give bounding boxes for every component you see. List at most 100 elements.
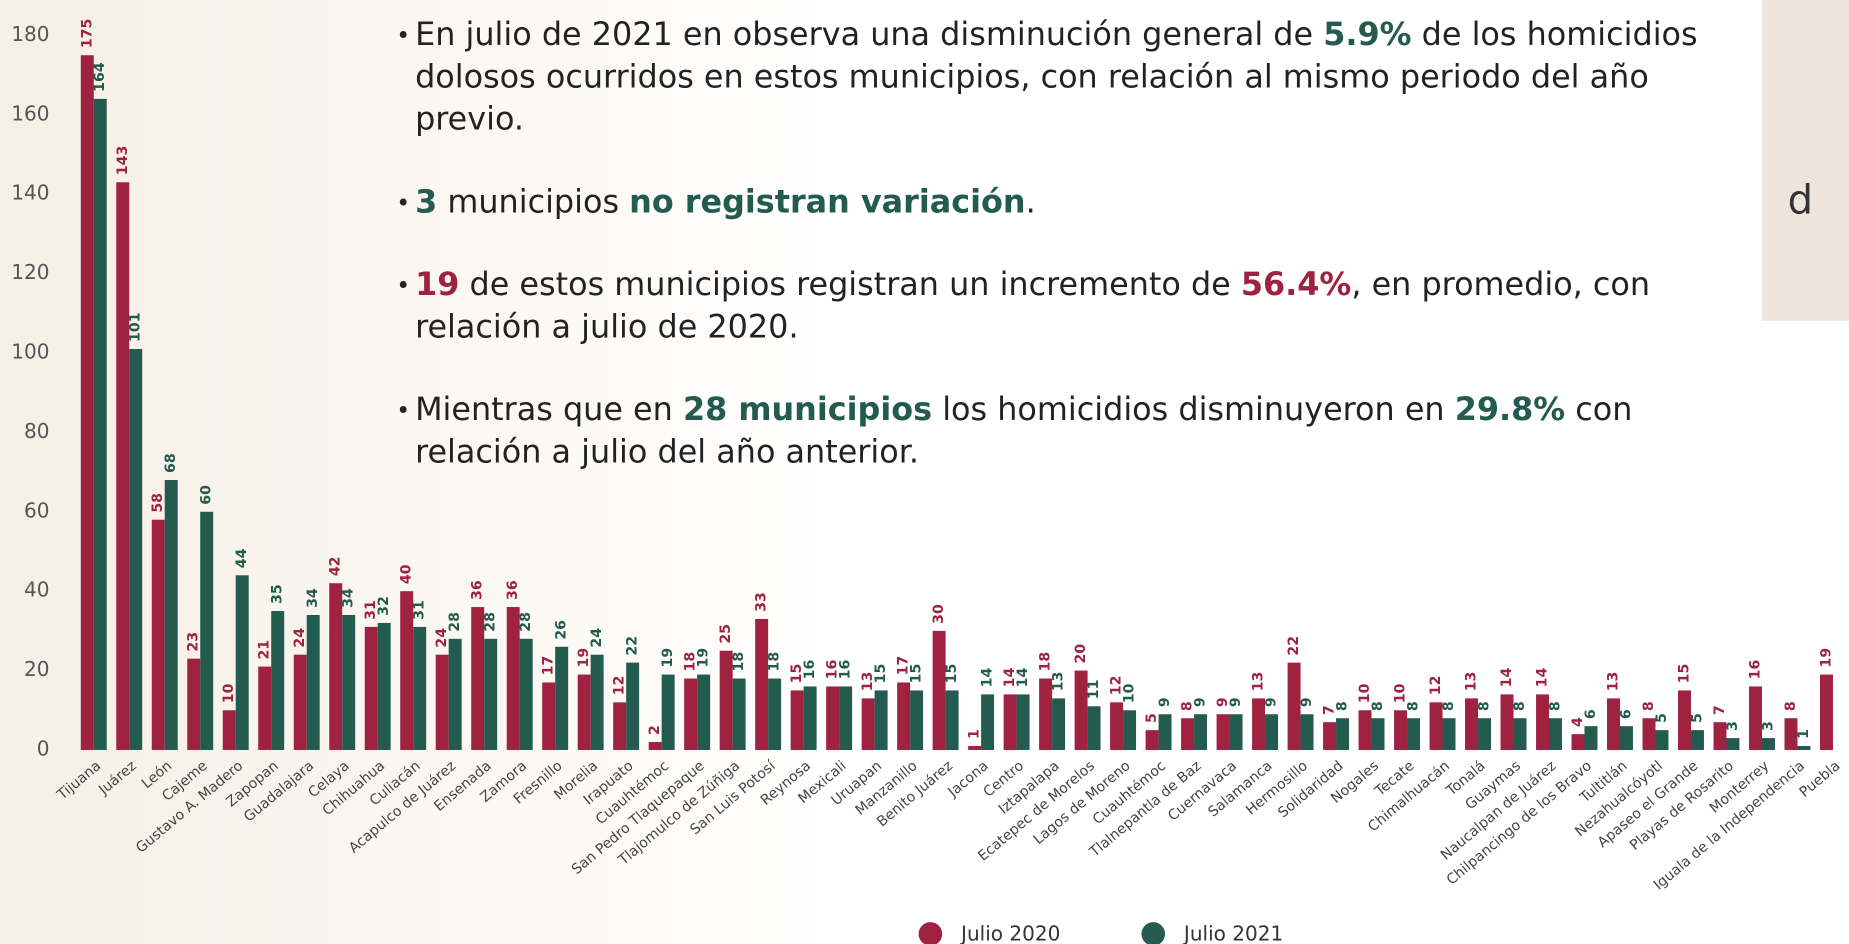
value-label: 5 (1144, 713, 1160, 723)
value-label: 9 (1193, 697, 1209, 707)
bar (897, 682, 910, 749)
value-label: 58 (150, 493, 166, 513)
bar (768, 679, 781, 750)
bar (1052, 698, 1065, 750)
bar (1336, 718, 1349, 750)
y-tick-label: 160 (11, 101, 49, 125)
legend-label: Julio 2020 (959, 922, 1060, 944)
value-label: 101 (128, 312, 144, 342)
bar (1820, 675, 1833, 750)
bar (1572, 734, 1585, 750)
bar (968, 746, 981, 750)
value-label: 34 (341, 588, 357, 608)
value-label: 10 (1357, 683, 1373, 703)
value-label: 8 (1441, 701, 1457, 711)
bar (1762, 738, 1775, 750)
legend-label: Julio 2021 (1182, 922, 1283, 944)
x-tick-label: Juárez (95, 758, 139, 799)
bar (791, 690, 804, 750)
chart: 020406080100120140160180Tijuana175164Juá… (0, 0, 1849, 944)
value-label: 2 (647, 725, 663, 735)
value-label: 10 (1393, 683, 1409, 703)
value-label: 28 (518, 612, 534, 632)
value-label: 13 (1464, 672, 1480, 692)
value-label: 9 (1228, 697, 1244, 707)
bar (165, 480, 178, 750)
bar (1017, 694, 1030, 750)
value-label: 24 (292, 628, 308, 648)
bar (578, 675, 591, 750)
bar (1607, 698, 1620, 750)
y-tick-label: 60 (24, 498, 50, 522)
value-label: 8 (1406, 701, 1422, 711)
bar (413, 627, 426, 750)
y-tick-label: 80 (24, 419, 50, 443)
bar (804, 686, 817, 750)
value-label: 26 (554, 620, 570, 640)
y-tick-label: 0 (37, 736, 50, 760)
value-label: 34 (305, 588, 321, 608)
bar (1797, 746, 1810, 750)
bar (1123, 710, 1136, 750)
y-tick-label: 140 (11, 181, 49, 205)
bar (1359, 710, 1372, 750)
bar (258, 667, 271, 750)
bar (484, 639, 497, 750)
value-label: 1 (1796, 729, 1812, 739)
bar (436, 655, 449, 750)
bar (933, 631, 946, 750)
value-label: 23 (186, 632, 202, 652)
bar (449, 639, 462, 750)
value-label: 14 (1499, 667, 1515, 687)
bar (116, 182, 129, 750)
bar (378, 623, 391, 750)
bar (755, 619, 768, 750)
value-label: 3 (1725, 721, 1741, 731)
bar (649, 742, 662, 750)
bar (307, 615, 320, 750)
value-label: 32 (376, 596, 392, 616)
value-label: 8 (1547, 701, 1563, 711)
value-label: 5 (1689, 713, 1705, 723)
value-label: 40 (399, 564, 415, 584)
value-label: 25 (718, 624, 734, 644)
bar (697, 675, 710, 750)
value-label: 8 (1641, 701, 1657, 711)
value-label: 24 (589, 628, 605, 648)
value-label: 8 (1477, 701, 1493, 711)
y-tick-label: 180 (11, 22, 49, 46)
slide: d En julio de 2021 en observa una dismin… (0, 0, 1849, 944)
value-label: 16 (838, 660, 854, 680)
bar (910, 690, 923, 750)
bar (520, 639, 533, 750)
y-tick-label: 40 (24, 578, 50, 602)
bar (1217, 714, 1230, 750)
value-label: 8 (1512, 701, 1528, 711)
bar (200, 512, 213, 750)
value-label: 6 (1583, 709, 1599, 719)
value-label: 15 (944, 664, 960, 684)
value-label: 36 (470, 580, 486, 600)
bar (555, 647, 568, 750)
value-label: 9 (1299, 697, 1315, 707)
value-label: 28 (483, 612, 499, 632)
bar (1443, 718, 1456, 750)
bar (94, 99, 107, 750)
value-label: 1 (967, 729, 983, 739)
bar (1620, 726, 1633, 750)
bar (839, 686, 852, 750)
y-tick-label: 100 (11, 339, 49, 363)
value-label: 18 (767, 652, 783, 672)
bar (1407, 718, 1420, 750)
value-label: 60 (199, 485, 215, 505)
bar (1265, 714, 1278, 750)
value-label: 17 (541, 656, 557, 676)
bar (862, 698, 875, 750)
bar (1301, 714, 1314, 750)
bar (1372, 718, 1385, 750)
bar (1110, 702, 1123, 750)
y-tick-label: 20 (24, 657, 50, 681)
bar (733, 679, 746, 750)
bar (187, 659, 200, 750)
bar (236, 575, 249, 750)
